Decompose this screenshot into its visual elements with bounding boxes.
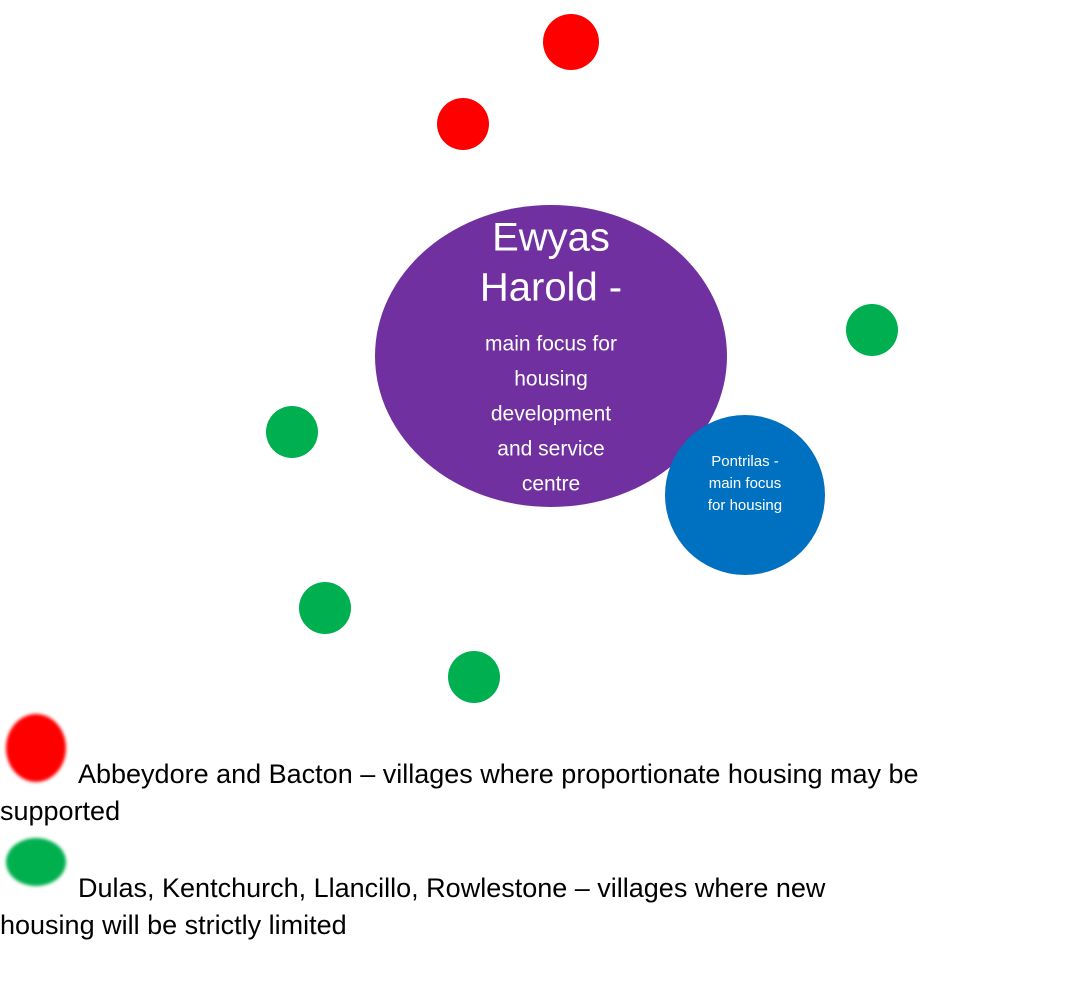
secondary-node-line: for housing: [708, 497, 782, 514]
legend: Abbeydore and Bacton – villages where pr…: [0, 714, 919, 940]
secondary-node: [665, 415, 825, 575]
secondary-node-line: main focus: [709, 475, 782, 492]
legend-text: supported: [0, 796, 120, 826]
green-village-dot: [448, 651, 500, 703]
green-village-dot: [299, 582, 351, 634]
legend-text: Abbeydore and Bacton – villages where pr…: [78, 759, 919, 789]
legend-text: Dulas, Kentchurch, Llancillo, Rowlestone…: [78, 873, 826, 903]
main-node-line: and service: [497, 438, 604, 461]
secondary-node-text: Pontrilas - main focus for housing: [708, 453, 782, 514]
legend-swatch: [6, 714, 66, 782]
main-node-line: housing: [514, 368, 588, 391]
main-node-line: development: [491, 403, 611, 426]
legend-swatch: [6, 838, 66, 886]
main-node: [375, 205, 727, 507]
green-village-dot: [846, 304, 898, 356]
red-village-dot: [437, 98, 489, 150]
legend-text: housing will be strictly limited: [0, 910, 347, 940]
main-node-text: Ewyas Harold - main focus for housing develo…: [480, 216, 622, 496]
main-node-line: centre: [522, 473, 580, 496]
main-node-line: main focus for: [485, 333, 617, 356]
red-village-dot: [543, 14, 599, 70]
secondary-node-line: Pontrilas -: [711, 453, 779, 470]
main-node-line: Ewyas: [492, 216, 610, 260]
main-node-line: Harold -: [480, 266, 622, 310]
green-village-dot: [266, 406, 318, 458]
